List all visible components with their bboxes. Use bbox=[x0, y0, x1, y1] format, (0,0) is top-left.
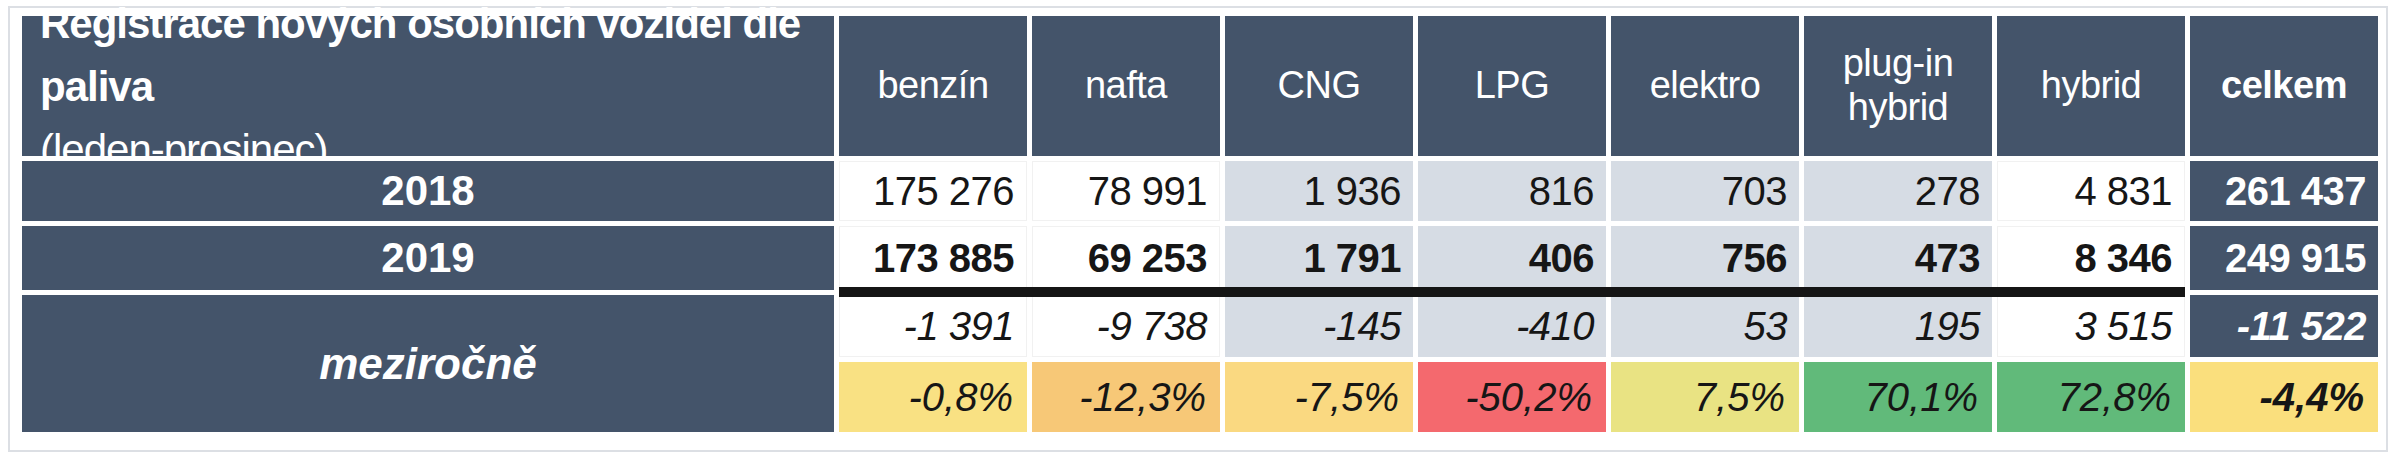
cell-2018-lpg: 816 bbox=[1418, 161, 1606, 221]
col-header-cng: CNG bbox=[1225, 16, 1413, 156]
cell-2019-plugin-hybrid: 473 bbox=[1804, 226, 1992, 290]
cell-2018-plugin-hybrid: 278 bbox=[1804, 161, 1992, 221]
cell-2019-hybrid: 8 346 bbox=[1997, 226, 2185, 290]
cell-2019-lpg: 406 bbox=[1418, 226, 1606, 290]
cell-yoypct-benzin: -0,8% bbox=[839, 362, 1027, 432]
cell-2018-celkem: 261 437 bbox=[2190, 161, 2378, 221]
col-header-nafta: nafta bbox=[1032, 16, 1220, 156]
cell-2019-nafta: 69 253 bbox=[1032, 226, 1220, 290]
col-header-benzin: benzín bbox=[839, 16, 1027, 156]
cell-yoyabs-lpg: -410 bbox=[1418, 295, 1606, 357]
cell-2019-cng: 1 791 bbox=[1225, 226, 1413, 290]
cell-yoypct-lpg: -50,2% bbox=[1418, 362, 1606, 432]
cell-2019-elektro: 756 bbox=[1611, 226, 1799, 290]
col-header-plugin-hybrid: plug-in hybrid bbox=[1804, 16, 1992, 156]
registration-table: Registrace nových osobních vozidel dle p… bbox=[22, 16, 2378, 432]
cell-yoyabs-cng: -145 bbox=[1225, 295, 1413, 357]
cell-yoyabs-nafta: -9 738 bbox=[1032, 295, 1220, 357]
cell-yoyabs-plugin-hybrid: 195 bbox=[1804, 295, 1992, 357]
row-label-mezirocne: meziročně bbox=[22, 295, 834, 432]
cell-yoypct-cng: -7,5% bbox=[1225, 362, 1413, 432]
cell-2018-hybrid: 4 831 bbox=[1997, 161, 2185, 221]
col-header-elektro: elektro bbox=[1611, 16, 1799, 156]
row-label-2019: 2019 bbox=[22, 226, 834, 290]
cell-2019-benzin: 173 885 bbox=[839, 226, 1027, 290]
row-label-2018: 2018 bbox=[22, 161, 834, 221]
cell-2018-nafta: 78 991 bbox=[1032, 161, 1220, 221]
table-title-bold: Registrace nových osobních vozidel dle p… bbox=[40, 0, 824, 118]
cell-yoypct-nafta: -12,3% bbox=[1032, 362, 1220, 432]
cell-yoyabs-celkem: -11 522 bbox=[2190, 295, 2378, 357]
cell-yoyabs-hybrid: 3 515 bbox=[1997, 295, 2185, 357]
col-header-lpg: LPG bbox=[1418, 16, 1606, 156]
table-title-cell: Registrace nových osobních vozidel dle p… bbox=[22, 16, 834, 156]
col-header-celkem: celkem bbox=[2190, 16, 2378, 156]
col-header-hybrid: hybrid bbox=[1997, 16, 2185, 156]
cell-yoyabs-benzin: -1 391 bbox=[839, 295, 1027, 357]
cell-2018-elektro: 703 bbox=[1611, 161, 1799, 221]
cell-yoypct-celkem: -4,4% bbox=[2190, 362, 2378, 432]
cell-yoypct-hybrid: 72,8% bbox=[1997, 362, 2185, 432]
cell-yoyabs-elektro: 53 bbox=[1611, 295, 1799, 357]
cell-2018-cng: 1 936 bbox=[1225, 161, 1413, 221]
year-separator-line bbox=[839, 287, 2185, 297]
cell-yoypct-elektro: 7,5% bbox=[1611, 362, 1799, 432]
cell-yoypct-plugin-hybrid: 70,1% bbox=[1804, 362, 1992, 432]
cell-2019-celkem: 249 915 bbox=[2190, 226, 2378, 290]
cell-2018-benzin: 175 276 bbox=[839, 161, 1027, 221]
